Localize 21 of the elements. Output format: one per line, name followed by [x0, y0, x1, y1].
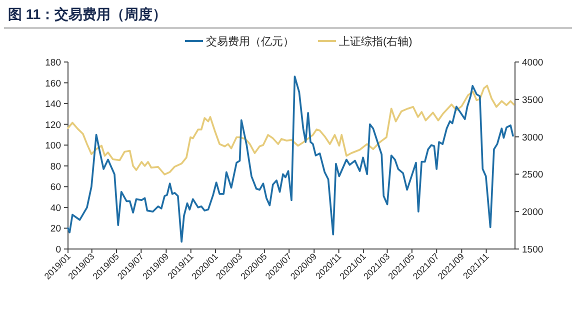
line-series: [67, 84, 515, 176]
y2-tick-label: 4000: [522, 58, 544, 68]
y-tick-label: 60: [50, 182, 61, 194]
chart-title: 图 11：交易费用（周度）: [8, 6, 167, 22]
y-tick-label: 140: [45, 99, 61, 110]
y2-tick-label: 1500: [522, 244, 544, 256]
y2-tick-label: 3500: [522, 94, 544, 106]
line-series: [67, 76, 514, 243]
y2-tick-label: 2000: [522, 207, 544, 218]
y-tick-label: 100: [45, 140, 61, 152]
y-tick-label: 160: [45, 78, 61, 90]
y-tick-label: 20: [50, 224, 61, 235]
y-tick-label: 40: [50, 202, 61, 214]
y-tick-label: 120: [45, 120, 61, 131]
legend-label: 上证综指(右轴): [339, 35, 412, 48]
y2-tick-label: 3000: [522, 132, 544, 144]
y-tick-label: 80: [50, 161, 61, 172]
y-tick-label: 0: [56, 244, 61, 256]
y-tick-label: 180: [45, 58, 61, 68]
legend-label: 交易费用（亿元）: [206, 35, 294, 48]
y2-tick-label: 2500: [522, 170, 544, 181]
